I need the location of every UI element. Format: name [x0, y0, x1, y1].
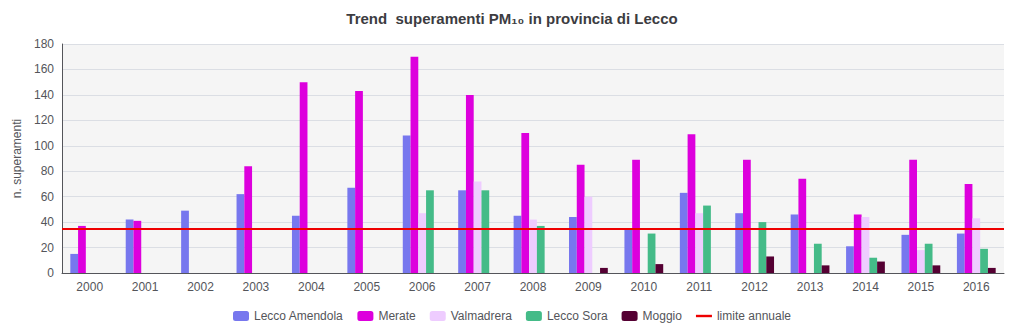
svg-text:Merate: Merate [378, 309, 416, 323]
svg-text:2005: 2005 [353, 280, 380, 294]
svg-text:140: 140 [34, 88, 54, 102]
svg-text:2007: 2007 [464, 280, 491, 294]
svg-text:Lecco Sora: Lecco Sora [547, 309, 608, 323]
svg-text:40: 40 [41, 215, 55, 229]
svg-text:2012: 2012 [741, 280, 768, 294]
svg-text:2006: 2006 [409, 280, 436, 294]
svg-text:2013: 2013 [797, 280, 824, 294]
svg-text:2016: 2016 [963, 280, 990, 294]
svg-text:Trend superamenti PM₁₀ in pro: Trend superamenti PM₁₀ in provincia di L… [346, 10, 677, 27]
svg-text:Moggio: Moggio [643, 309, 683, 323]
svg-text:2015: 2015 [908, 280, 935, 294]
svg-text:60: 60 [41, 190, 55, 204]
svg-text:180: 180 [34, 37, 54, 51]
svg-text:2010: 2010 [630, 280, 657, 294]
svg-text:20: 20 [41, 241, 55, 255]
svg-text:120: 120 [34, 113, 54, 127]
svg-text:2011: 2011 [686, 280, 712, 294]
svg-text:100: 100 [34, 139, 54, 153]
svg-text:80: 80 [41, 164, 55, 178]
svg-text:160: 160 [34, 62, 54, 76]
svg-text:2008: 2008 [520, 280, 547, 294]
svg-text:2003: 2003 [243, 280, 270, 294]
svg-text:Valmadrera: Valmadrera [451, 309, 512, 323]
svg-text:2000: 2000 [76, 280, 103, 294]
svg-text:2004: 2004 [298, 280, 325, 294]
svg-text:2009: 2009 [575, 280, 602, 294]
svg-text:n. superamenti: n. superamenti [10, 119, 24, 198]
svg-text:limite annuale: limite annuale [717, 309, 791, 323]
svg-text:2001: 2001 [132, 280, 159, 294]
svg-text:2014: 2014 [852, 280, 879, 294]
svg-text:0: 0 [47, 266, 54, 280]
svg-text:2002: 2002 [187, 280, 214, 294]
svg-text:Lecco Amendola: Lecco Amendola [254, 309, 343, 323]
